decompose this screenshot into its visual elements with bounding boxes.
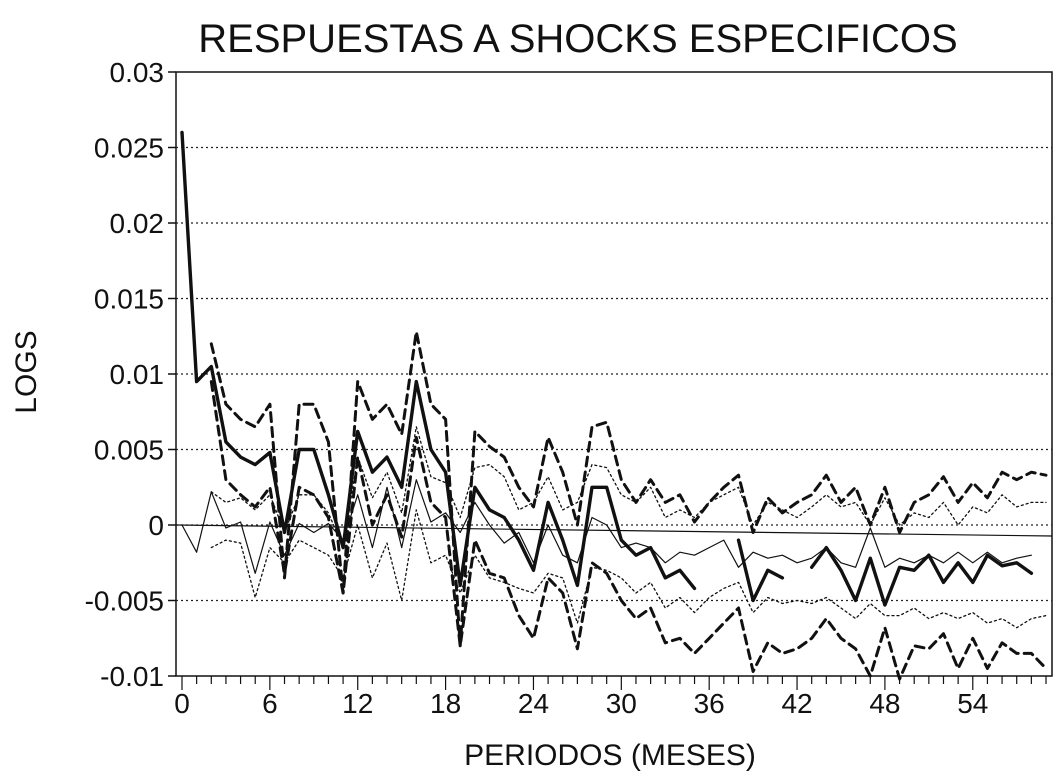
x-tick-label: 48	[869, 688, 900, 719]
y-tick-label: 0	[148, 510, 164, 541]
x-tick-label: 54	[957, 688, 988, 719]
chart-title: RESPUESTAS A SHOCKS ESPECIFICOS	[198, 17, 957, 61]
y-axis: 0.03 0.025 0.02 0.015 0.01 0.005 0 -0.005 -0.01	[85, 57, 176, 692]
x-tick-label: 42	[781, 688, 812, 719]
y-tick-label: 0.02	[110, 208, 165, 239]
y-tick-label: 0.025	[94, 133, 164, 164]
y-tick-label: 0.015	[94, 284, 164, 315]
series-line-1	[180, 130, 1034, 607]
series-line-3	[209, 330, 1048, 648]
zero-line	[175, 524, 1053, 537]
grid	[175, 146, 1053, 602]
x-tick-label: 6	[262, 688, 278, 719]
series-line-5	[210, 426, 1047, 549]
y-tick-label: -0.01	[100, 661, 164, 692]
series-line-4	[209, 380, 1048, 681]
series-layer	[180, 130, 1048, 681]
y-tick-label: 0.005	[94, 435, 164, 466]
y-tick-label: 0.01	[110, 359, 165, 390]
x-axis-label: PERIODOS (MESES)	[464, 739, 756, 772]
x-tick-label: 18	[430, 688, 461, 719]
x-tick-label: 36	[694, 688, 725, 719]
y-axis-label: LOGS	[10, 330, 43, 413]
x-axis: 0 6 12 18 24 30 36 42 48 54	[174, 676, 1047, 719]
x-tick-label: 12	[342, 688, 373, 719]
x-tick-label: 24	[518, 688, 549, 719]
y-tick-label: -0.005	[85, 586, 164, 617]
y-tick-label: 0.03	[110, 57, 165, 88]
series-line-2	[181, 479, 1032, 574]
x-tick-label: 0	[174, 688, 190, 719]
x-tick-label: 30	[606, 688, 637, 719]
series-line-6	[210, 509, 1047, 629]
